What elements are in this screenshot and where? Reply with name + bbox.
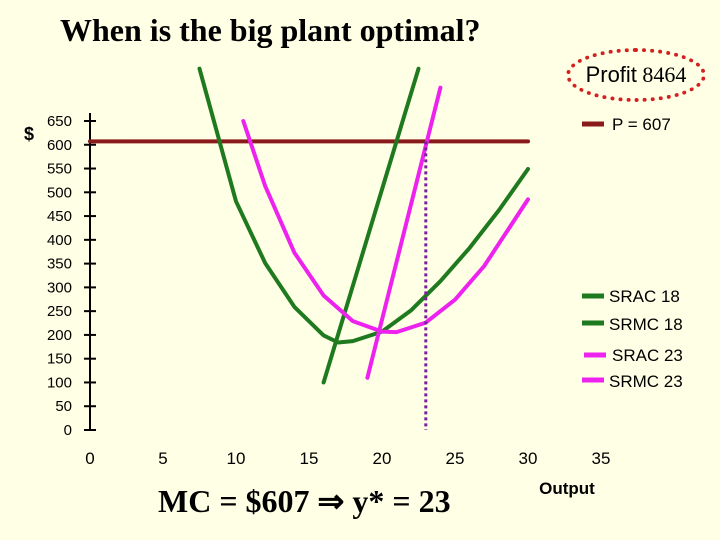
y-tick-label: 350	[47, 256, 72, 273]
chart-title: When is the big plant optimal?	[60, 12, 481, 48]
y-tick-label: 0	[64, 422, 72, 439]
y-tick-label: 600	[47, 137, 72, 154]
x-tick-label: 0	[85, 449, 94, 468]
legend-srmc-18-label: SRMC 18	[609, 315, 683, 334]
conclusion-mc: MC = $607	[158, 483, 310, 519]
legend-srmc-23-label: SRMC 23	[609, 372, 683, 391]
x-tick-label: 5	[158, 449, 167, 468]
y-tick-label: 450	[47, 208, 72, 225]
x-tick-label: 10	[227, 449, 246, 468]
series-srmc-18-line	[321, 66, 421, 385]
x-tick-label: 25	[446, 449, 465, 468]
conclusion-text: MC = $607 ⇒ y* = 23	[158, 482, 451, 520]
y-tick-label: 500	[47, 184, 72, 201]
legend-p-607-label: P = 607	[612, 115, 671, 134]
series-srac-18-line	[197, 66, 530, 345]
profit-value: 8464	[642, 62, 687, 87]
profit-label: Profit	[585, 62, 637, 87]
conclusion-output: y* = 23	[352, 483, 451, 519]
series-srmc-23-line	[365, 85, 443, 380]
y-axis-unit: $	[24, 124, 35, 144]
x-tick-label: 30	[519, 449, 538, 468]
x-tick-label: 20	[373, 449, 392, 468]
x-tick-label: 35	[592, 449, 611, 468]
profit-callout: Profit 8464	[566, 48, 706, 102]
x-tick-label: 15	[300, 449, 319, 468]
y-tick-label: 300	[47, 279, 72, 296]
y-tick-label: 200	[47, 327, 72, 344]
y-tick-label: 400	[47, 232, 72, 249]
legend-srac-18-label: SRAC 18	[609, 287, 680, 306]
y-tick-label: 250	[47, 303, 72, 320]
y-tick-label: 50	[55, 398, 72, 415]
series-srac-23-line	[241, 119, 530, 335]
y-tick-label: 650	[47, 113, 72, 130]
y-tick-label: 100	[47, 374, 72, 391]
legend-srac-23-label: SRAC 23	[612, 346, 683, 365]
y-tick-label: 150	[47, 351, 72, 368]
implies-icon: ⇒	[317, 483, 345, 519]
x-axis-label: Output	[539, 479, 595, 498]
y-tick-label: 550	[47, 161, 72, 178]
